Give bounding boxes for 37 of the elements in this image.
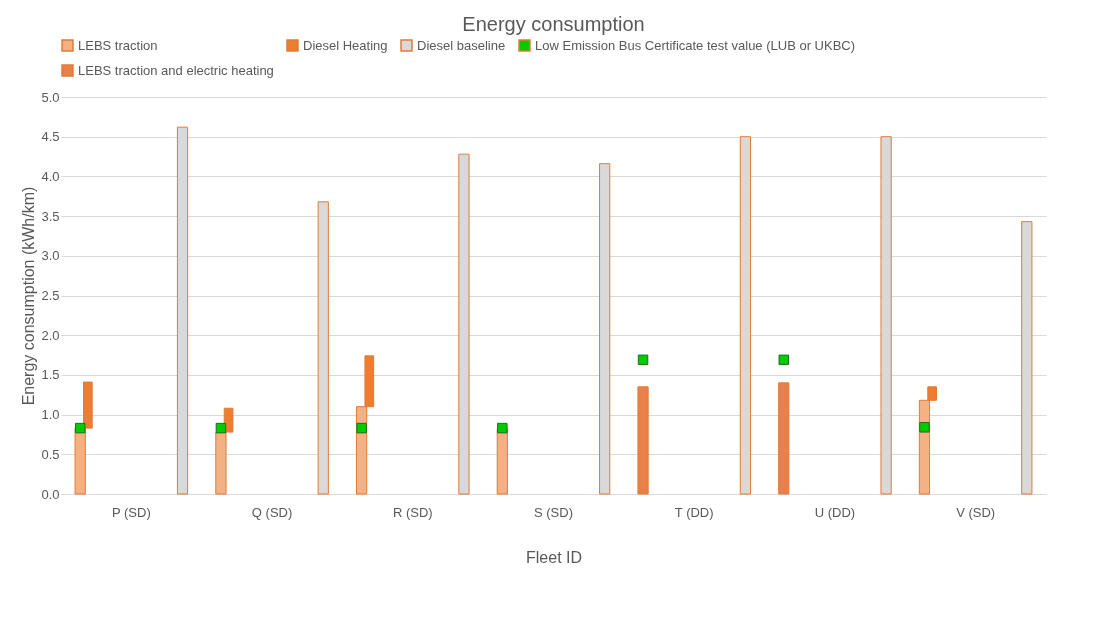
y-tick-label: 0.5 [41, 446, 60, 462]
y-axis-title: Energy consumption (kWh/km) [20, 186, 38, 406]
y-tick-label: 3.5 [41, 208, 60, 224]
x-tick-label: T (DD) [674, 504, 714, 520]
y-tick-label: 4.5 [41, 129, 60, 145]
x-tick-label: P (SD) [111, 504, 151, 520]
point [497, 422, 508, 434]
bar [778, 382, 790, 495]
bar [83, 381, 93, 429]
y-tick-label: 5.0 [41, 89, 60, 105]
point [637, 354, 649, 366]
legend-label: LEBS traction [78, 37, 158, 53]
legend-label: Low Emission Bus Certificate test value (LUB or UKBC) [535, 37, 856, 53]
point [919, 422, 930, 433]
y-tick-label: 1.5 [41, 367, 60, 383]
x-tick-label: Q (SD) [251, 504, 293, 520]
bar [74, 427, 86, 495]
y-tick-label: 3.0 [41, 248, 60, 264]
x-tick-label: U (DD) [814, 504, 856, 520]
legend-label: LEBS traction and electric heating [78, 62, 274, 78]
x-tick-label: R (SD) [392, 504, 433, 520]
point [356, 422, 367, 434]
x-tick-label: S (SD) [534, 504, 573, 520]
y-tick-label: 1.0 [41, 407, 60, 423]
legend-label: Diesel baseline [417, 37, 506, 53]
x-tick-label: V (SD) [956, 504, 996, 520]
x-axis-title: Fleet ID [525, 548, 583, 566]
y-tick-label: 2.0 [41, 327, 60, 343]
y-tick-label: 4.0 [41, 168, 60, 184]
point [215, 422, 227, 434]
legend-label: Diesel Heating [303, 37, 388, 53]
point [778, 354, 789, 366]
y-tick-label: 0.0 [41, 486, 60, 502]
y-tick-label: 2.5 [41, 288, 60, 303]
point [74, 422, 86, 434]
chart-title: Energy consumption [462, 13, 645, 35]
bar [637, 386, 649, 495]
